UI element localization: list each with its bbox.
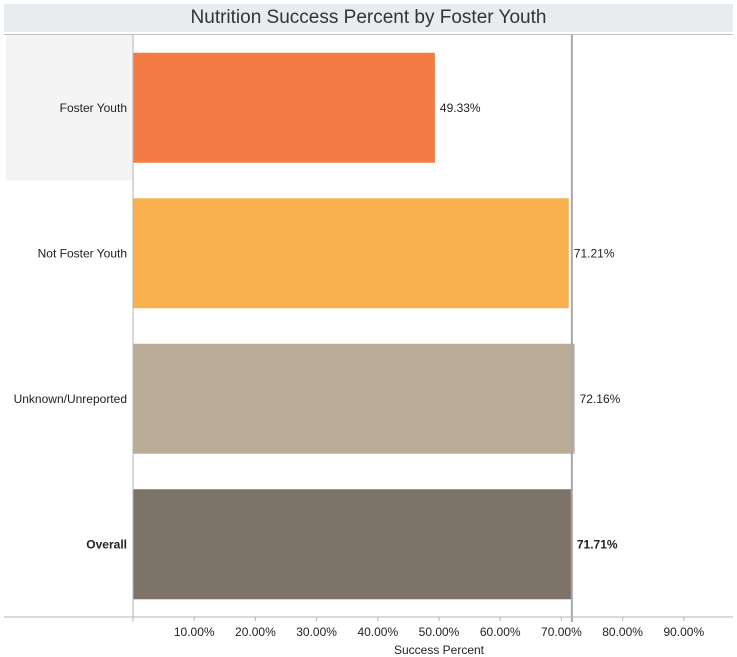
x-axis-title: Success Percent xyxy=(394,643,485,657)
bar xyxy=(133,52,435,163)
chart-title: Nutrition Success Percent by Foster Yout… xyxy=(190,7,547,28)
category-label: Overall xyxy=(86,537,127,551)
bars-group xyxy=(133,52,575,600)
x-tick-label: 70.00% xyxy=(541,625,582,639)
bar xyxy=(133,489,572,600)
bar xyxy=(133,343,575,454)
x-tick-label: 40.00% xyxy=(357,625,398,639)
bar xyxy=(133,198,569,309)
x-tick-label: 90.00% xyxy=(663,625,704,639)
value-label: 71.71% xyxy=(577,537,618,551)
x-tick-label: 50.00% xyxy=(419,625,460,639)
chart-title-bar: Nutrition Success Percent by Foster Yout… xyxy=(4,4,733,32)
x-tick-label: 30.00% xyxy=(296,625,337,639)
category-highlight xyxy=(6,35,133,181)
category-label: Foster Youth xyxy=(60,101,127,115)
value-label: 49.33% xyxy=(440,101,481,115)
category-label: Not Foster Youth xyxy=(38,246,127,260)
axes-group: 10.00% 20.00% 30.00% 40.00% 50.00% 60.00% 70.0… xyxy=(4,35,733,639)
x-tick-label: 80.00% xyxy=(602,625,643,639)
labels-group: Foster Youth 49.33% Not Foster Youth 71.21%… xyxy=(14,101,621,552)
highlight-layer xyxy=(6,35,133,181)
title-divider xyxy=(4,34,733,35)
category-label: Unknown/Unreported xyxy=(14,392,127,406)
x-tick-label: 20.00% xyxy=(235,625,276,639)
x-tick-label: 10.00% xyxy=(174,625,215,639)
x-tick-label: 60.00% xyxy=(480,625,521,639)
value-label: 72.16% xyxy=(580,392,621,406)
value-label: 71.21% xyxy=(574,246,615,260)
